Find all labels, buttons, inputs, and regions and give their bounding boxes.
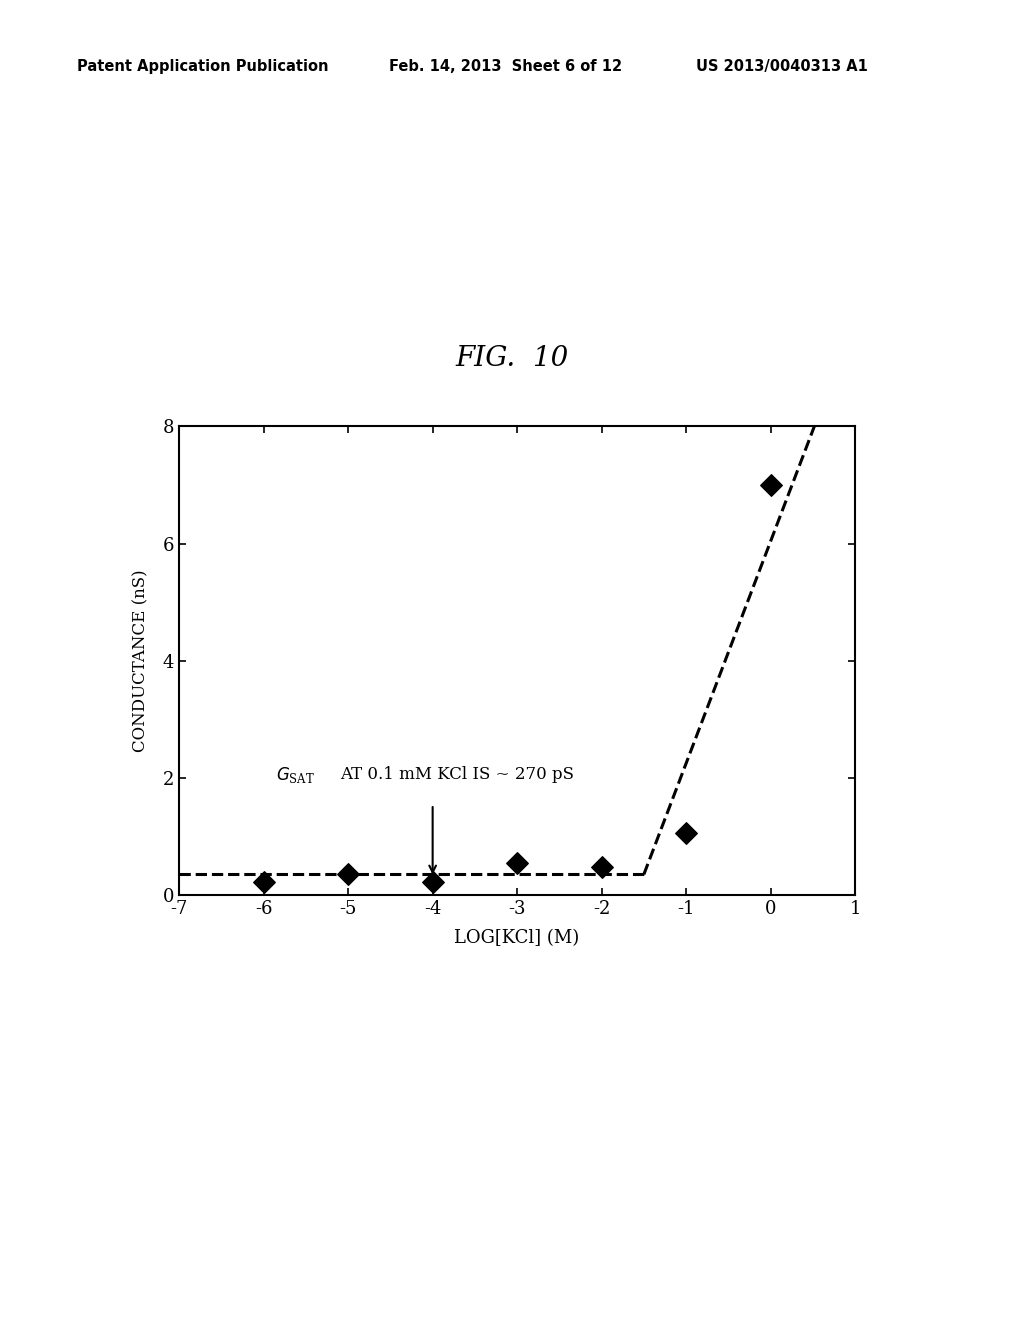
Text: FIG.  10: FIG. 10 bbox=[456, 346, 568, 372]
Text: Feb. 14, 2013  Sheet 6 of 12: Feb. 14, 2013 Sheet 6 of 12 bbox=[389, 59, 623, 74]
Point bbox=[340, 863, 356, 884]
Point bbox=[762, 474, 778, 495]
Point bbox=[593, 857, 609, 878]
Text: Patent Application Publication: Patent Application Publication bbox=[77, 59, 329, 74]
Text: US 2013/0040313 A1: US 2013/0040313 A1 bbox=[696, 59, 868, 74]
Point bbox=[678, 822, 694, 843]
X-axis label: LOG[KCl] (M): LOG[KCl] (M) bbox=[455, 929, 580, 946]
Point bbox=[509, 853, 525, 874]
Text: AT 0.1 mM KCl IS ~ 270 pS: AT 0.1 mM KCl IS ~ 270 pS bbox=[340, 767, 573, 783]
Y-axis label: CONDUCTANCE (nS): CONDUCTANCE (nS) bbox=[132, 569, 148, 752]
Point bbox=[424, 871, 440, 892]
Point bbox=[256, 871, 272, 892]
Text: $G_{\mathregular{SAT}}$: $G_{\mathregular{SAT}}$ bbox=[276, 764, 315, 785]
